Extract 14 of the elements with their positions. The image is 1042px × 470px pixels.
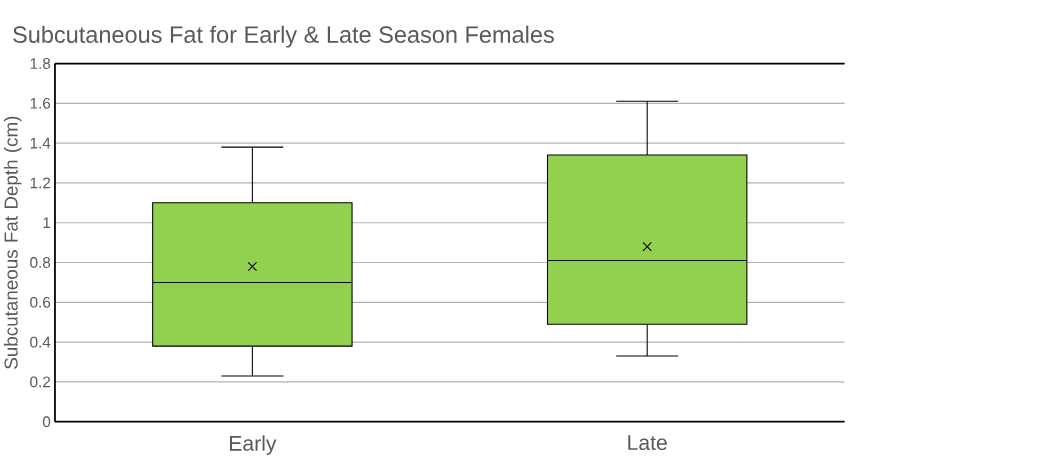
y-tick-label: 1 — [43, 217, 51, 228]
y-axis-title: Subcutaneous Fat Depth (cm) — [3, 116, 22, 369]
x-tick-label: Early — [229, 435, 277, 455]
y-tick-label: 1.6 — [30, 97, 51, 109]
y-tick-label: 0.8 — [30, 256, 51, 268]
chart-title: Subcutaneous Fat for Early & Late Season Females — [13, 25, 554, 48]
y-tick-label: 1.4 — [30, 137, 51, 149]
y-tick-label: 1.2 — [30, 177, 51, 189]
y-tick-label: 0.2 — [30, 376, 51, 388]
y-tick-label: 1.8 — [30, 57, 51, 69]
y-tick-label: 0 — [42, 416, 51, 428]
y-tick-label: 0.4 — [30, 336, 51, 348]
x-tick-label: Late — [628, 435, 667, 450]
y-tick-label: 0.6 — [30, 296, 51, 308]
